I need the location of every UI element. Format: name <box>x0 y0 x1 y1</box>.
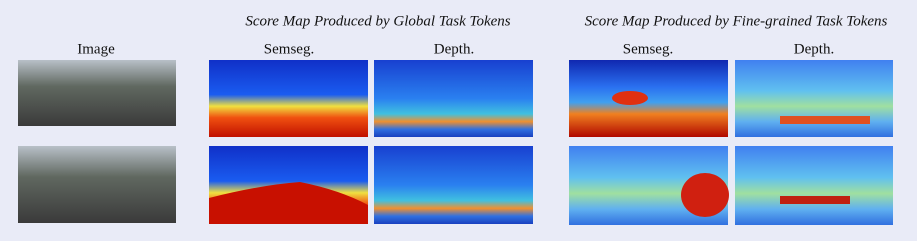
score-map-region <box>681 173 729 217</box>
group-title: Score Map Produced by Fine-grained Task … <box>585 13 888 29</box>
column-title: Semseg. <box>264 41 314 57</box>
score-map <box>735 60 893 137</box>
group-title: Score Map Produced by Global Task Tokens <box>245 13 510 29</box>
score-map <box>374 60 533 137</box>
column-title: Semseg. <box>623 41 673 57</box>
column-title: Depth. <box>434 41 474 57</box>
score-map <box>569 60 728 137</box>
input-image <box>18 146 176 223</box>
score-map-region <box>780 116 870 124</box>
column-title: Depth. <box>794 41 834 57</box>
score-map-region <box>209 182 368 224</box>
score-map <box>735 146 893 225</box>
score-map-region <box>780 196 850 204</box>
score-map <box>209 60 368 137</box>
score-map-region <box>612 91 648 105</box>
input-image <box>18 60 176 126</box>
score-map <box>374 146 533 224</box>
column-title: Image <box>77 41 115 57</box>
